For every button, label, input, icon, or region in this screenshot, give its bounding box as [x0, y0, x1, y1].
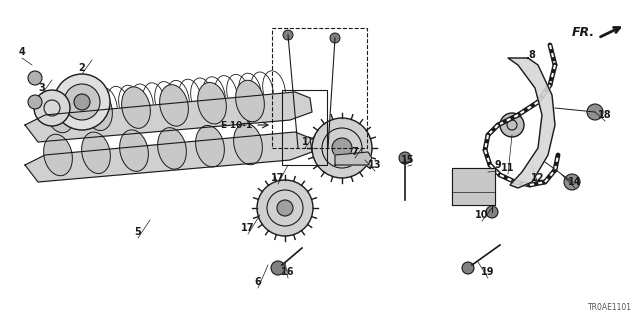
Circle shape: [564, 174, 580, 190]
Polygon shape: [335, 152, 372, 165]
Polygon shape: [25, 132, 312, 182]
Ellipse shape: [234, 123, 262, 165]
Text: 5: 5: [134, 227, 141, 237]
Text: 16: 16: [281, 267, 295, 277]
Bar: [282, 90, 327, 165]
Text: 3: 3: [38, 83, 45, 93]
Circle shape: [257, 180, 313, 236]
Text: E-10-1: E-10-1: [220, 121, 252, 130]
Circle shape: [54, 74, 110, 130]
Ellipse shape: [159, 85, 188, 126]
Circle shape: [500, 113, 524, 137]
Text: 8: 8: [529, 50, 536, 60]
Circle shape: [28, 95, 42, 109]
Text: 9: 9: [495, 160, 501, 170]
Text: 10: 10: [476, 210, 489, 220]
Ellipse shape: [236, 80, 264, 122]
Circle shape: [399, 152, 411, 164]
Circle shape: [34, 90, 70, 126]
Text: 17: 17: [241, 223, 255, 233]
Ellipse shape: [82, 132, 110, 173]
Ellipse shape: [196, 125, 225, 167]
Circle shape: [283, 30, 293, 40]
Polygon shape: [25, 92, 312, 142]
Text: 18: 18: [598, 110, 612, 120]
Text: 17: 17: [271, 173, 285, 183]
Circle shape: [312, 118, 372, 178]
Text: 12: 12: [531, 173, 545, 183]
Text: 7: 7: [351, 147, 358, 157]
Circle shape: [28, 71, 42, 85]
Ellipse shape: [157, 128, 186, 169]
Circle shape: [74, 94, 90, 110]
Ellipse shape: [198, 83, 227, 124]
Text: TR0AE1101: TR0AE1101: [588, 303, 632, 312]
Circle shape: [64, 84, 100, 120]
Ellipse shape: [44, 134, 72, 176]
Polygon shape: [452, 168, 495, 205]
Text: 15: 15: [401, 155, 415, 165]
Circle shape: [587, 104, 603, 120]
Text: 11: 11: [501, 163, 515, 173]
Circle shape: [462, 262, 474, 274]
Text: 14: 14: [568, 177, 582, 187]
Text: 2: 2: [79, 63, 85, 73]
Circle shape: [277, 200, 293, 216]
Circle shape: [330, 33, 340, 43]
Ellipse shape: [120, 130, 148, 171]
Text: FR.: FR.: [572, 26, 595, 38]
Circle shape: [486, 206, 498, 218]
Text: 4: 4: [19, 47, 26, 57]
Circle shape: [332, 138, 352, 158]
Bar: [272, 28, 367, 148]
Text: 13: 13: [368, 160, 381, 170]
Ellipse shape: [45, 91, 74, 133]
Circle shape: [271, 261, 285, 275]
Text: 6: 6: [255, 277, 261, 287]
Ellipse shape: [84, 89, 113, 131]
Ellipse shape: [122, 87, 150, 128]
Text: 19: 19: [481, 267, 495, 277]
Text: 1: 1: [301, 137, 308, 147]
Polygon shape: [508, 58, 555, 188]
